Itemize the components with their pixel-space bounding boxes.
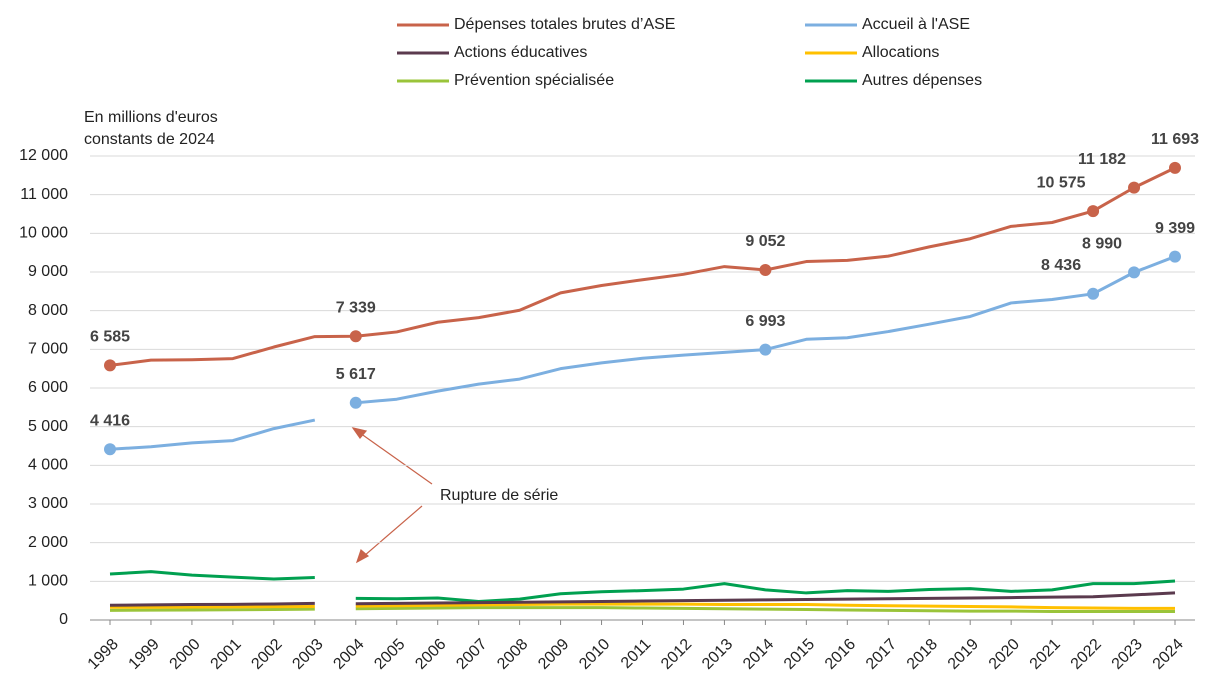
y-tick-label: 0 — [59, 611, 68, 628]
legend-label: Dépenses totales brutes d’ASE — [454, 16, 675, 33]
series-line — [109, 601, 315, 607]
y-tick-label: 2 000 — [28, 534, 68, 551]
data-label: 8 436 — [1041, 257, 1081, 274]
data-point — [1169, 161, 1181, 174]
data-label: 5 617 — [336, 366, 376, 383]
data-label: 11 693 — [1151, 131, 1199, 148]
data-label: 4 416 — [90, 412, 130, 429]
data-point — [1128, 266, 1141, 279]
data-label: 6 585 — [90, 329, 130, 346]
data-label: 8 990 — [1082, 236, 1122, 253]
y-tick-label: 8 000 — [28, 302, 68, 319]
x-tick-label: 1998 — [85, 636, 122, 673]
series-line — [110, 604, 315, 609]
x-tick-label: 2001 — [208, 636, 245, 673]
data-point — [1087, 205, 1100, 218]
x-tick-label: 2017 — [863, 636, 900, 673]
series-line — [109, 418, 316, 451]
y-tick-label: 7 000 — [28, 341, 68, 358]
x-tick-label: 2007 — [453, 636, 490, 673]
data-label: 11 182 — [1078, 151, 1126, 168]
x-tick-label: 2015 — [781, 636, 818, 673]
legend-label: Actions éducatives — [454, 44, 587, 61]
series-line — [355, 606, 1175, 613]
data-point — [104, 359, 116, 372]
annotation: Rupture de série — [440, 487, 558, 504]
x-tick-label: 2002 — [248, 636, 285, 673]
annotation-arrows — [351, 427, 433, 564]
y-tick-label: 3 000 — [28, 495, 68, 512]
y-tick-label: 9 000 — [28, 263, 68, 280]
series-line — [355, 591, 1176, 606]
data-point — [759, 343, 772, 356]
y-tick-label: 12 000 — [19, 147, 68, 164]
data-point — [349, 396, 362, 409]
x-tick-label: 2005 — [371, 636, 408, 673]
x-tick-label: 2018 — [904, 636, 941, 673]
y-tick-label: 5 000 — [28, 418, 68, 435]
legend-label: Accueil à l'ASE — [862, 16, 970, 33]
legend-label: Allocations — [862, 44, 939, 61]
series-line — [109, 570, 315, 581]
y-tick-label: 11 000 — [20, 186, 68, 203]
x-tick-label: 2016 — [822, 636, 859, 673]
x-tick-label: 2008 — [494, 636, 531, 673]
data-point — [349, 330, 362, 343]
x-tick-label: 2006 — [412, 636, 449, 673]
series-line — [109, 166, 1176, 367]
x-tick-label: 2009 — [535, 636, 572, 673]
x-tick-label: 2021 — [1027, 636, 1064, 673]
x-tick-label: 2020 — [986, 636, 1023, 673]
legend-label: Prévention spécialisée — [454, 72, 614, 89]
series-line — [355, 602, 1175, 610]
data-point — [1087, 287, 1100, 300]
y-axis-label: En millions d'euros — [84, 109, 218, 126]
x-tick-label: 2014 — [740, 636, 777, 673]
data-point — [759, 263, 772, 276]
x-tick-label: 2019 — [945, 636, 982, 673]
x-tick-label: 2023 — [1109, 636, 1146, 673]
data-point — [104, 443, 116, 456]
y-tick-label: 4 000 — [28, 457, 68, 474]
x-tick-label: 2012 — [658, 636, 695, 673]
data-point — [1128, 181, 1141, 194]
x-tick-label: 2003 — [289, 636, 326, 673]
y-tick-label: 6 000 — [28, 379, 68, 396]
x-tick-label: 2022 — [1068, 636, 1105, 673]
x-tick-label: 1999 — [126, 636, 163, 673]
x-tick-label: 2013 — [699, 636, 736, 673]
series-line — [355, 579, 1176, 603]
data-label: 9 052 — [745, 233, 785, 250]
x-tick-label: 2004 — [330, 636, 367, 673]
data-label: 6 993 — [745, 313, 785, 330]
y-tick-label: 10 000 — [19, 225, 68, 242]
x-tick-label: 2010 — [576, 636, 613, 673]
data-label: 7 339 — [336, 299, 376, 316]
x-tick-label: 2000 — [167, 636, 204, 673]
x-tick-label: 2011 — [618, 636, 654, 672]
y-tick-label: 1 000 — [28, 573, 68, 590]
y-axis-label: constants de 2024 — [84, 131, 215, 148]
x-tick-label: 2024 — [1150, 636, 1187, 673]
series-line — [109, 607, 315, 612]
legend-label: Autres dépenses — [862, 72, 982, 89]
data-label: 10 575 — [1037, 174, 1086, 191]
data-point — [1169, 250, 1181, 263]
data-label: 9 399 — [1155, 220, 1195, 237]
